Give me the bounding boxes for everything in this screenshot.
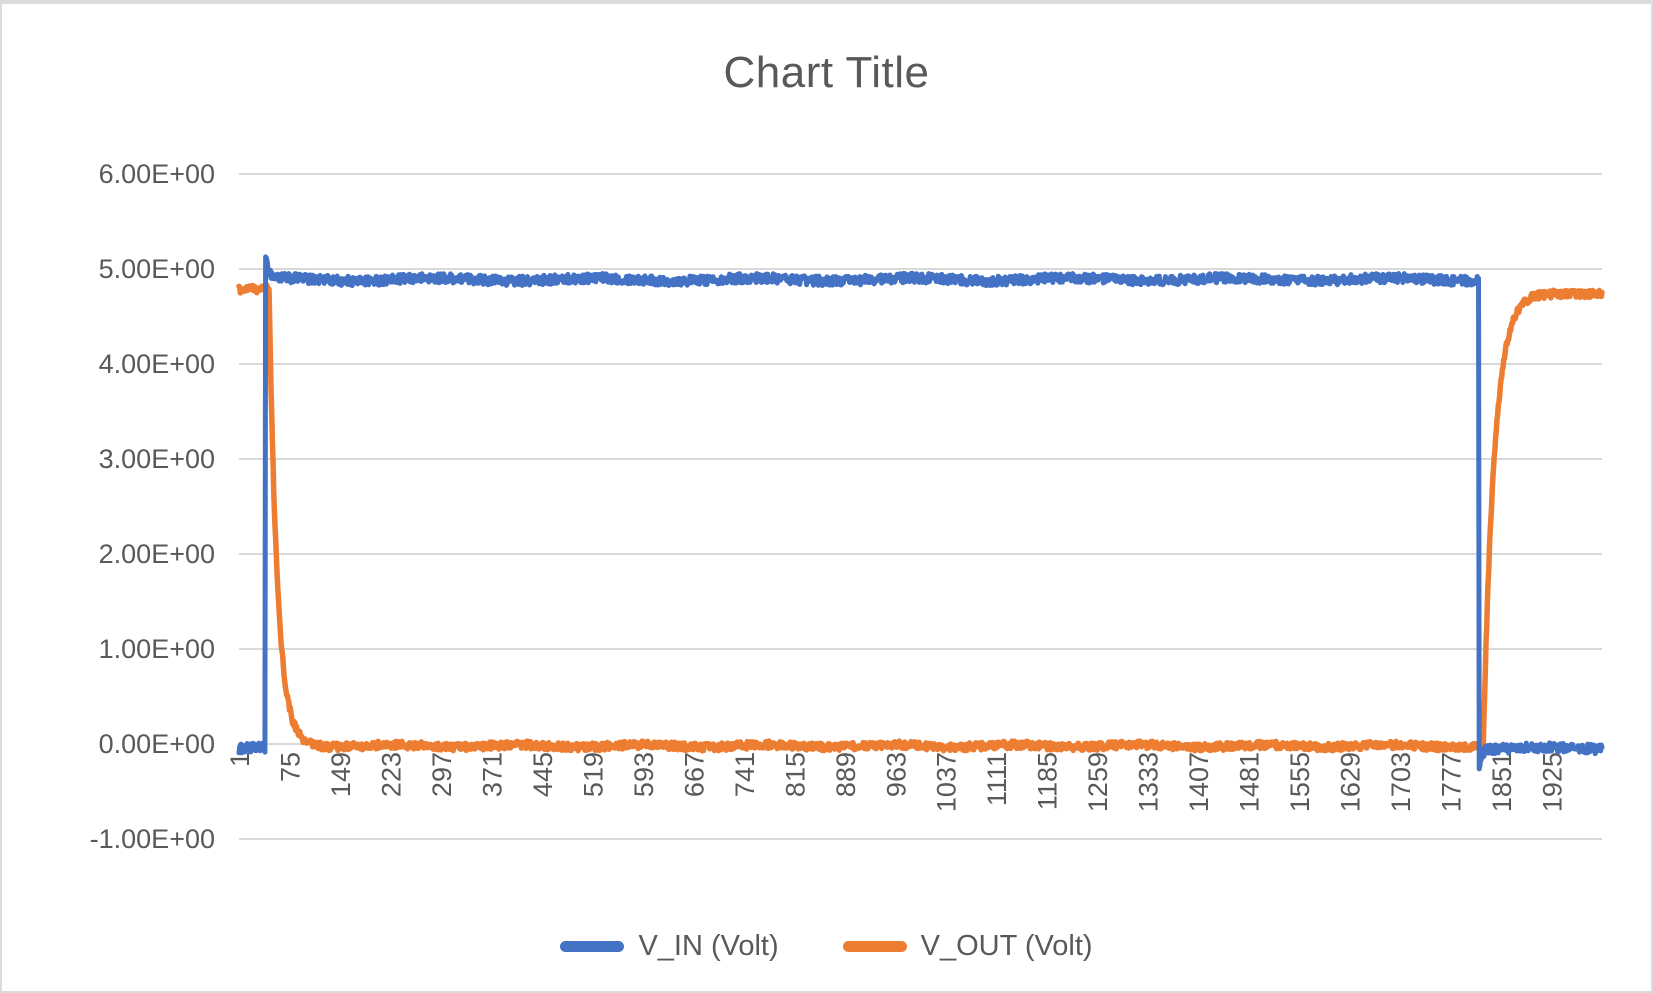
v-out-series-swatch [842,941,907,952]
x-tick-label: 1777 [1437,752,1467,812]
x-tick-label: 1555 [1285,752,1315,812]
x-tick-label: 519 [578,752,608,797]
v-in-legend-label: V_IN (Volt) [638,930,779,962]
x-tick-label: 149 [326,752,356,797]
v-out-legend-label: V_OUT (Volt) [920,930,1093,962]
x-tick-label: 815 [780,752,810,797]
y-tick-label: 2.00E+00 [99,539,215,569]
x-tick-label: 963 [881,752,911,797]
y-tick-label: 1.00E+00 [99,634,215,664]
y-tick-label: 4.00E+00 [99,349,215,379]
y-tick-label: 6.00E+00 [99,159,215,189]
x-tick-label: 1111 [982,752,1012,806]
series-line-v-in [236,254,1605,772]
x-tick-label: 741 [730,752,760,797]
x-tick-label: 1481 [1235,752,1265,812]
x-tick-label: 1259 [1083,752,1113,812]
v-in-series-swatch [560,941,625,952]
x-tick-label: 1629 [1336,752,1366,812]
x-tick-label: 1703 [1386,752,1416,812]
x-tick-label: 1333 [1134,752,1164,812]
x-tick-label: 75 [275,752,305,782]
legend: V_IN (Volt) V_OUT (Volt) [2,930,1651,963]
legend-item-v-out[interactable]: V_OUT (Volt) [842,930,1093,963]
x-tick-label: 371 [477,752,507,797]
x-tick-label: 593 [629,752,659,797]
x-tick-label: 297 [427,752,457,797]
x-tick-label: 1185 [1033,752,1063,810]
x-tick-label: 1925 [1538,752,1568,812]
chart-title: Chart Title [723,48,930,97]
series-line-v-out [236,282,1605,754]
x-tick-label: 1 [225,752,255,767]
x-tick-label: 1037 [932,752,962,812]
y-tick-label: 3.00E+00 [99,444,215,474]
y-tick-label: 5.00E+00 [99,254,215,284]
plot-area: -1.00E+00 0.00E+00 1.00E+00 2.00E+00 3.00E+0… [90,159,1605,854]
x-tick-label: 1851 [1487,752,1517,812]
x-tick-label: 1407 [1184,752,1214,812]
x-tick-label: 889 [831,752,861,797]
x-tick-label: 667 [679,752,709,797]
y-tick-label: 0.00E+00 [99,729,215,759]
legend-item-v-in[interactable]: V_IN (Volt) [560,930,779,963]
x-tick-label: 223 [376,752,406,797]
x-tick-label: 445 [528,752,558,797]
y-tick-label: -1.00E+00 [90,824,215,854]
